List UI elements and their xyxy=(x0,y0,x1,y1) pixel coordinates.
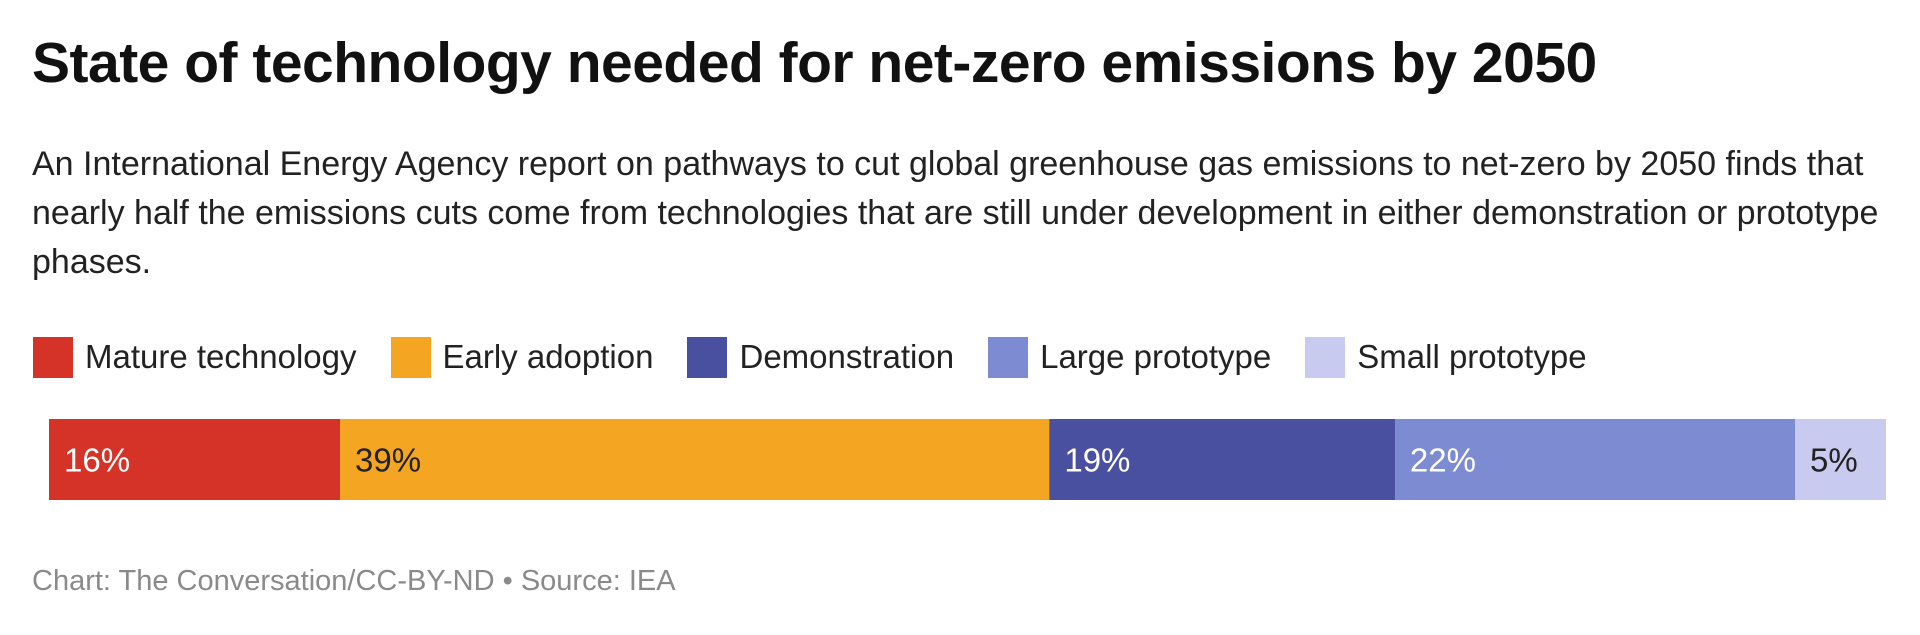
legend-item-early-adoption: Early adoption xyxy=(390,336,654,378)
chart-title: State of technology needed for net-zero … xyxy=(32,31,1597,95)
legend-swatch xyxy=(33,336,73,378)
bar-segment-large-prototype xyxy=(1394,419,1796,500)
legend-label: Small prototype xyxy=(1357,338,1587,375)
legend-label: Demonstration xyxy=(739,338,955,375)
legend: Mature technology Early adoption Demonst… xyxy=(33,336,1621,378)
bar-segment-early-adoption xyxy=(340,419,1050,500)
legend-swatch xyxy=(687,336,728,378)
stacked-bar: 16% 39% 19% 22% 5% xyxy=(49,419,1886,500)
source-footer: Chart: The Conversation/CC-BY-ND • Sourc… xyxy=(32,565,676,597)
data-label: 39% xyxy=(355,442,421,479)
data-label: 5% xyxy=(1810,442,1858,479)
legend-label: Large prototype xyxy=(1040,338,1272,375)
legend-swatch xyxy=(988,336,1029,378)
legend-label: Mature technology xyxy=(85,338,357,375)
legend-label: Early adoption xyxy=(442,338,654,375)
chart-subtitle: An International Energy Agency report on… xyxy=(32,145,1879,281)
legend-swatch xyxy=(390,336,431,378)
legend-item-large-prototype: Large prototype xyxy=(988,336,1272,378)
legend-item-demonstration: Demonstration xyxy=(687,336,955,378)
bar-segment-small-prototype xyxy=(1795,419,1886,500)
legend-item-mature: Mature technology xyxy=(33,336,357,378)
data-label: 19% xyxy=(1064,442,1130,479)
data-label: 22% xyxy=(1410,442,1476,479)
data-label: 16% xyxy=(64,442,130,479)
bar-segment-mature-technology xyxy=(49,419,341,500)
bar-segment-demonstration xyxy=(1049,419,1396,500)
legend-item-small-prototype: Small prototype xyxy=(1305,336,1587,378)
stacked-bar-svg: 16% 39% 19% 22% 5% xyxy=(49,419,1886,500)
legend-swatch xyxy=(1305,336,1346,378)
